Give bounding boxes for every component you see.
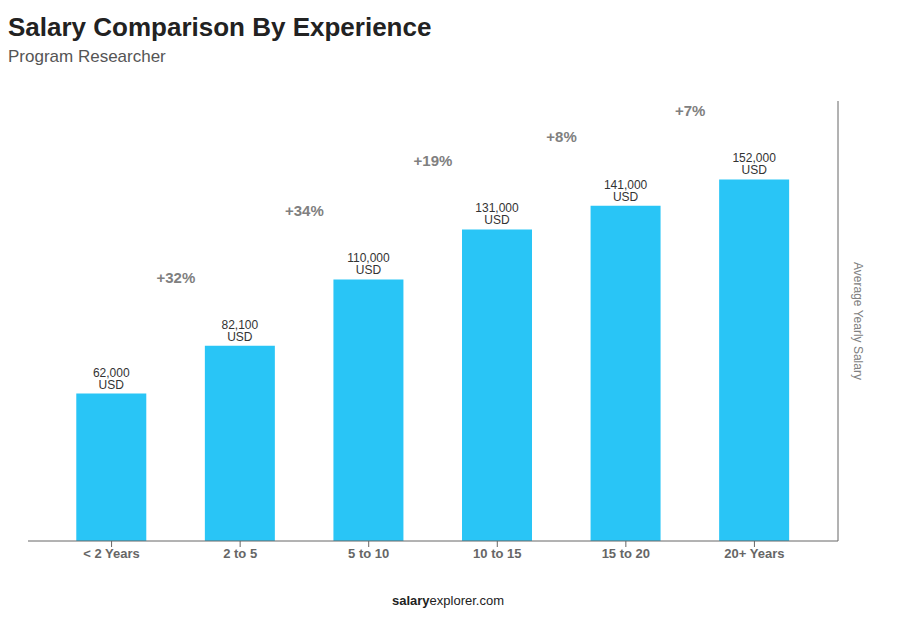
svg-text:+32%: +32% bbox=[156, 269, 195, 286]
svg-text:110,000USD: 110,000USD bbox=[347, 251, 390, 277]
svg-text:62,000USD: 62,000USD bbox=[93, 366, 130, 392]
svg-text:82,100USD: 82,100USD bbox=[222, 318, 259, 344]
svg-text:10 to 15: 10 to 15 bbox=[473, 546, 521, 561]
svg-text:15 to 20: 15 to 20 bbox=[602, 546, 650, 561]
svg-text:141,000USD: 141,000USD bbox=[604, 178, 648, 204]
svg-text:131,000USD: 131,000USD bbox=[475, 201, 519, 227]
svg-text:+19%: +19% bbox=[414, 152, 453, 169]
svg-text:2 to 5: 2 to 5 bbox=[223, 546, 257, 561]
svg-text:5 to 10: 5 to 10 bbox=[348, 546, 389, 561]
svg-text:152,000USD: 152,000USD bbox=[732, 151, 776, 177]
svg-text:+8%: +8% bbox=[546, 128, 576, 145]
svg-text:Average Yearly Salary: Average Yearly Salary bbox=[851, 262, 865, 380]
svg-text:< 2 Years: < 2 Years bbox=[83, 546, 140, 561]
html-text:salary explorer.com: salary explorer.com bbox=[392, 593, 504, 608]
html-text:Program Researcher: Program Researcher bbox=[8, 47, 166, 66]
svg-text:+7%: +7% bbox=[675, 102, 705, 119]
html-text:Salary Comparison By Experienc: Salary Comparison By Experience bbox=[8, 12, 432, 42]
svg-text:+34%: +34% bbox=[285, 202, 324, 219]
svg-text:20+ Years: 20+ Years bbox=[724, 546, 784, 561]
